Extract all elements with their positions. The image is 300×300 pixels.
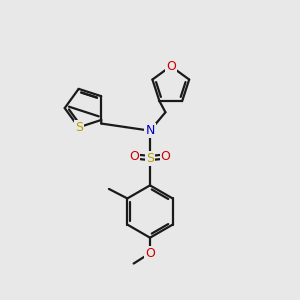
- Text: O: O: [166, 60, 176, 73]
- Text: O: O: [130, 150, 140, 163]
- Text: S: S: [75, 121, 83, 134]
- Text: N: N: [145, 124, 155, 137]
- Text: O: O: [145, 247, 155, 260]
- Text: S: S: [146, 152, 154, 164]
- Text: O: O: [160, 150, 170, 163]
